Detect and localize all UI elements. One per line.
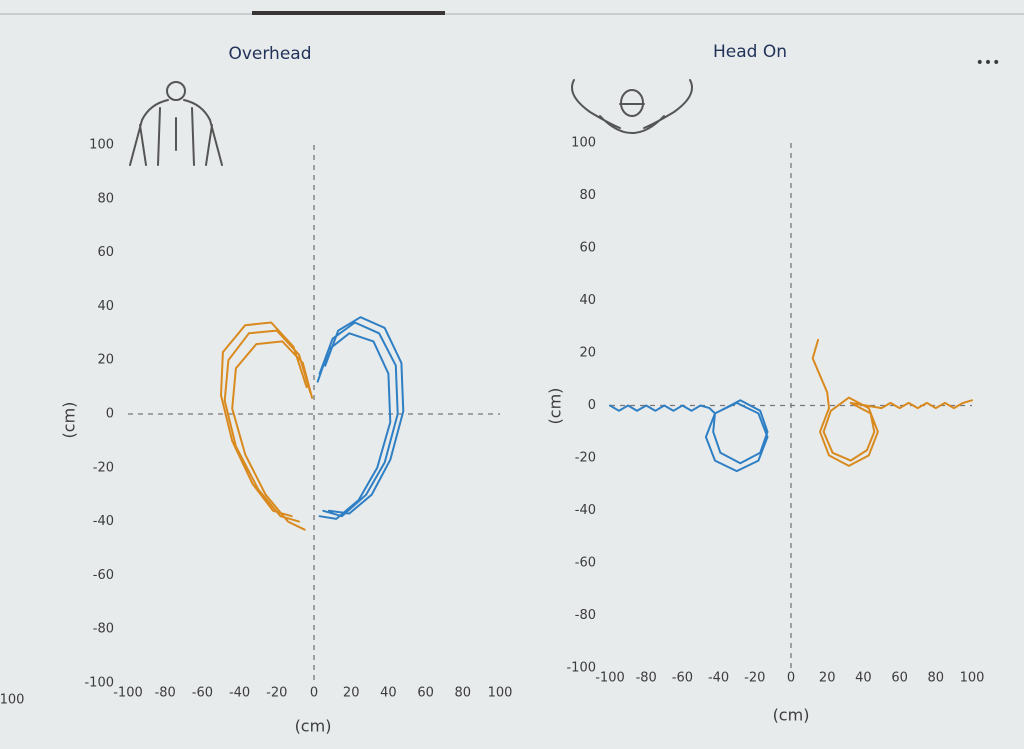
y-tick-label: 40 — [97, 299, 114, 314]
x-tick-label: 40 — [855, 671, 872, 686]
y-tick-label: 0 — [588, 398, 596, 413]
x-tick-label: -80 — [155, 686, 176, 701]
chart-title: Head On — [713, 42, 787, 62]
x-tick-label: -20 — [266, 686, 287, 701]
y-tick-label: -20 — [93, 460, 114, 475]
x-tick-label: 100 — [488, 686, 513, 701]
y-tick-label: -80 — [93, 622, 114, 637]
y-tick-label: -60 — [93, 568, 114, 583]
y-tick-label: 100 — [89, 138, 114, 153]
y-tick-label: 60 — [579, 241, 596, 256]
x-tick-label: 20 — [343, 686, 360, 701]
y-tick-label: -80 — [575, 608, 596, 623]
x-tick-label: -40 — [229, 686, 250, 701]
y-tick-label: -100 — [566, 661, 596, 676]
y-axis-label: (cm) — [546, 388, 565, 425]
y-tick-label: 20 — [97, 353, 114, 368]
y-tick-label: 40 — [579, 293, 596, 308]
edge-tick-label: 100 — [0, 693, 24, 708]
x-tick-label: 100 — [960, 671, 985, 686]
x-tick-label: 0 — [787, 671, 795, 686]
x-tick-label: -100 — [595, 671, 625, 686]
trajectory — [609, 399, 769, 473]
y-tick-label: 20 — [579, 346, 596, 361]
y-axis-label: (cm) — [60, 402, 79, 439]
y-tick-label: 60 — [97, 245, 114, 260]
x-tick-label: 40 — [380, 686, 397, 701]
y-tick-label: -100 — [84, 676, 114, 691]
y-tick-label: 80 — [579, 188, 596, 203]
trajectory — [811, 338, 973, 467]
x-tick-label: 80 — [455, 686, 472, 701]
y-tick-label: -40 — [93, 514, 114, 529]
y-tick-label: 0 — [106, 407, 114, 422]
overhead-swimmer-icon — [129, 81, 223, 166]
x-tick-label: -80 — [636, 671, 657, 686]
head-on-swimmer-icon — [571, 79, 693, 134]
x-axis-label: (cm) — [773, 706, 810, 725]
x-tick-label: 0 — [310, 686, 318, 701]
x-tick-label: 20 — [819, 671, 836, 686]
x-axis-label: (cm) — [295, 717, 332, 736]
more-menu[interactable]: ••• — [976, 55, 1001, 71]
x-tick-label: -60 — [672, 671, 693, 686]
x-tick-label: -40 — [708, 671, 729, 686]
x-tick-label: -20 — [744, 671, 765, 686]
y-tick-label: 100 — [571, 136, 596, 151]
trajectory — [220, 321, 314, 531]
x-tick-label: 60 — [417, 686, 434, 701]
x-tick-label: 60 — [891, 671, 908, 686]
x-tick-label: 80 — [928, 671, 945, 686]
x-tick-label: -60 — [192, 686, 213, 701]
trajectory — [316, 316, 405, 520]
y-tick-label: -20 — [575, 451, 596, 466]
y-tick-label: -60 — [575, 556, 596, 571]
y-tick-label: -40 — [575, 503, 596, 518]
x-tick-label: -100 — [113, 686, 143, 701]
y-tick-label: 80 — [97, 191, 114, 206]
chart-title: Overhead — [228, 44, 311, 64]
